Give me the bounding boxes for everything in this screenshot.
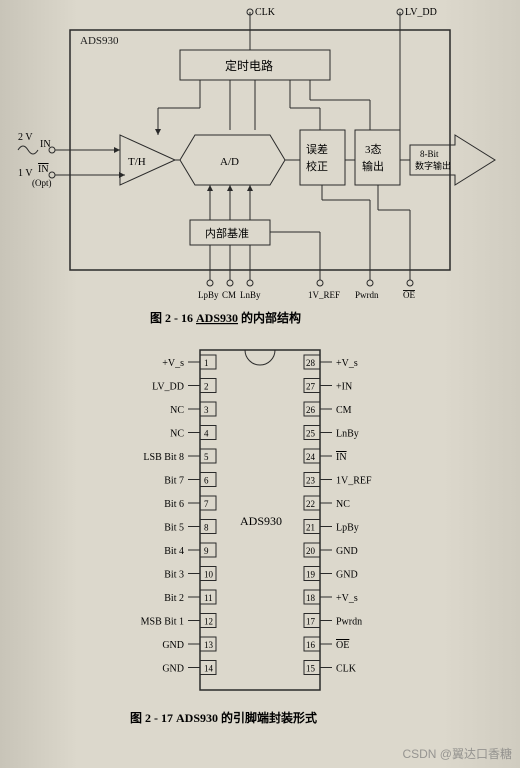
pinout-diagram: ADS930 1 +V_s 2 LV_DD 3 NC 4 NC 5 LSB Bit 8 6 Bit 7… [130,350,372,725]
clk-label: CLK [255,7,276,18]
chip-label: ADS930 [80,35,119,47]
svg-text:IN: IN [336,452,347,463]
svg-text:+V_s: +V_s [162,358,184,369]
svg-text:9: 9 [204,546,209,556]
svg-text:NC: NC [170,429,184,440]
svg-text:(Opt): (Opt) [32,178,52,188]
svg-text:25: 25 [306,429,316,439]
svg-text:1: 1 [204,358,209,368]
svg-text:22: 22 [306,499,315,509]
svg-text:17: 17 [306,617,316,627]
output-arrow: 8-Bit 数字输出 [410,135,495,185]
svg-text:LpBy: LpBy [336,523,359,534]
diagram-svg: ADS930 CLK LV_DD 定时电路 2 V 1 V IN [0,0,520,768]
watermark: CSDN @翼达口香糖 [402,745,512,762]
tristate-block [355,130,400,185]
svg-text:OE: OE [336,640,349,651]
chip-label2: ADS930 [240,514,282,528]
svg-text:误差: 误差 [306,142,328,156]
svg-text:8-Bit: 8-Bit [420,149,439,159]
svg-text:7: 7 [204,499,209,509]
svg-text:14: 14 [204,664,214,674]
svg-text:15: 15 [306,664,316,674]
svg-text:+V_s: +V_s [336,358,358,369]
svg-text:LpBy: LpBy [198,290,219,300]
svg-text:1V_REF: 1V_REF [336,476,372,487]
svg-text:GND: GND [336,546,358,557]
svg-text:4: 4 [204,429,209,439]
svg-text:13: 13 [204,640,214,650]
svg-text:GND: GND [162,640,184,651]
svg-text:校正: 校正 [306,159,328,173]
svg-text:LSB Bit 8: LSB Bit 8 [143,452,184,463]
svg-text:MSB Bit 1: MSB Bit 1 [141,617,184,628]
svg-text:内部基准: 内部基准 [205,226,249,240]
svg-text:19: 19 [306,570,316,580]
block-diagram: ADS930 CLK LV_DD 定时电路 2 V 1 V IN [18,7,495,325]
svg-text:LnBy: LnBy [240,290,261,300]
sine-icon [18,146,38,154]
error-block [300,130,345,185]
svg-text:数字输出: 数字输出 [415,160,451,171]
svg-text:6: 6 [204,476,209,486]
svg-text:LV_DD: LV_DD [152,382,184,393]
svg-text:T/H: T/H [128,156,146,168]
svg-text:A/D: A/D [220,156,239,168]
svg-text:Bit 3: Bit 3 [164,570,184,581]
svg-text:GND: GND [336,570,358,581]
svg-text:8: 8 [204,523,209,533]
svg-text:LnBy: LnBy [336,429,359,440]
svg-text:2 V: 2 V [18,132,33,143]
svg-text:Bit 5: Bit 5 [164,523,184,534]
svg-text:26: 26 [306,405,316,415]
svg-text:CM: CM [222,290,236,300]
page: ADS930 CLK LV_DD 定时电路 2 V 1 V IN [0,0,520,768]
svg-text:11: 11 [204,593,213,603]
svg-text:3态: 3态 [365,143,382,156]
svg-text:+V_s: +V_s [336,593,358,604]
svg-text:NC: NC [336,499,350,510]
svg-text:NC: NC [170,405,184,416]
svg-text:Pwrdn: Pwrdn [336,617,362,628]
svg-text:CLK: CLK [336,664,357,675]
fig216-caption: 图 2 - 16 ADS930 的内部结构 [150,310,301,325]
svg-text:Bit 2: Bit 2 [164,593,184,604]
svg-text:16: 16 [306,640,316,650]
svg-text:23: 23 [306,476,316,486]
lvdd-label: LV_DD [405,7,437,18]
svg-text:Bit 4: Bit 4 [164,546,184,557]
svg-text:28: 28 [306,358,316,368]
svg-text:2: 2 [204,382,209,392]
svg-text:10: 10 [204,570,214,580]
svg-text:Bit 7: Bit 7 [164,476,184,487]
svg-text:Pwrdn: Pwrdn [355,290,379,300]
svg-text:+IN: +IN [336,382,352,393]
svg-text:20: 20 [306,546,316,556]
svg-text:IN: IN [40,139,51,150]
svg-text:IN: IN [38,164,49,175]
svg-text:输出: 输出 [362,159,384,173]
svg-text:1V_REF: 1V_REF [308,290,340,300]
svg-text:5: 5 [204,452,209,462]
svg-text:21: 21 [306,523,315,533]
svg-text:OE: OE [403,290,415,300]
svg-text:24: 24 [306,452,316,462]
svg-text:27: 27 [306,382,316,392]
notch [245,350,275,365]
svg-text:18: 18 [306,593,316,603]
svg-text:12: 12 [204,617,213,627]
svg-text:Bit 6: Bit 6 [164,499,184,510]
svg-text:定时电路: 定时电路 [225,58,273,73]
fig217-caption: 图 2 - 17 ADS930 的引脚端封装形式 [130,710,317,725]
svg-text:GND: GND [162,664,184,675]
svg-text:CM: CM [336,405,352,416]
svg-text:3: 3 [204,405,209,415]
